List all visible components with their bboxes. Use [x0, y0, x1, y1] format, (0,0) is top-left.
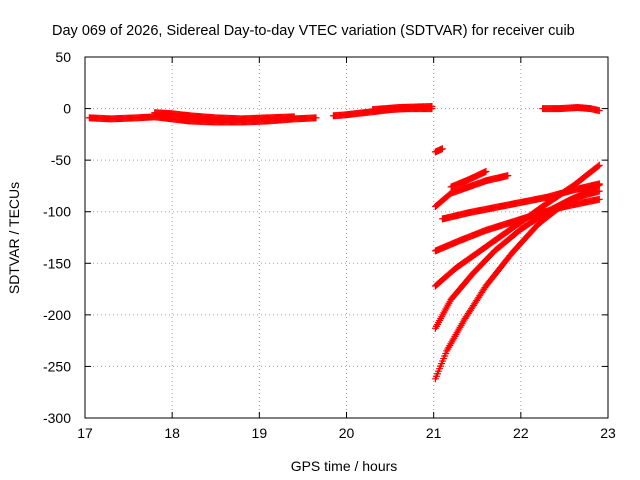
data-series [447, 167, 490, 191]
y-tick-label: -50 [51, 152, 71, 168]
data-series [431, 187, 603, 332]
data-point [312, 114, 320, 122]
data-point [438, 145, 446, 153]
x-tick-label: 17 [77, 425, 93, 441]
data-points [85, 103, 603, 383]
data-point [595, 107, 603, 115]
data-point [595, 161, 603, 169]
y-axis-label: SDTVAR / TECUs [6, 182, 22, 294]
tick-labels: 17 18 19 20 21 22 23 -300 -250 -200 -150 -100 -50 0 50 [43, 49, 616, 441]
x-tick-label: 19 [252, 425, 268, 441]
data-point [290, 113, 298, 121]
data-series [431, 161, 603, 290]
y-tick-label: -150 [43, 255, 71, 271]
data-series [539, 104, 603, 115]
data-series [151, 109, 298, 123]
data-point [428, 103, 436, 111]
x-tick-label: 18 [164, 425, 180, 441]
data-point [595, 181, 603, 189]
chart-title: Day 069 of 2026, Sidereal Day-to-day VTE… [52, 23, 575, 39]
data-point [482, 167, 490, 175]
data-series [431, 145, 446, 156]
data-series [431, 172, 512, 211]
data-point [594, 162, 602, 170]
x-tick-label: 20 [339, 425, 355, 441]
data-series [369, 103, 436, 114]
y-tick-label: 50 [55, 49, 71, 65]
y-tick-label: 0 [63, 101, 71, 117]
y-tick-label: -250 [43, 358, 71, 374]
data-series [438, 180, 603, 223]
data-point [504, 172, 512, 180]
x-tick-label: 22 [513, 425, 529, 441]
y-tick-label: -200 [43, 307, 71, 323]
y-tick-label: -300 [43, 410, 71, 426]
x-axis-label: GPS time / hours [291, 458, 398, 474]
x-tick-label: 21 [426, 425, 442, 441]
data-series [431, 181, 603, 383]
y-tick-label: -100 [43, 204, 71, 220]
x-tick-label: 23 [600, 425, 616, 441]
plot-frame [84, 56, 609, 419]
data-point [595, 187, 603, 195]
data-point [595, 195, 603, 203]
